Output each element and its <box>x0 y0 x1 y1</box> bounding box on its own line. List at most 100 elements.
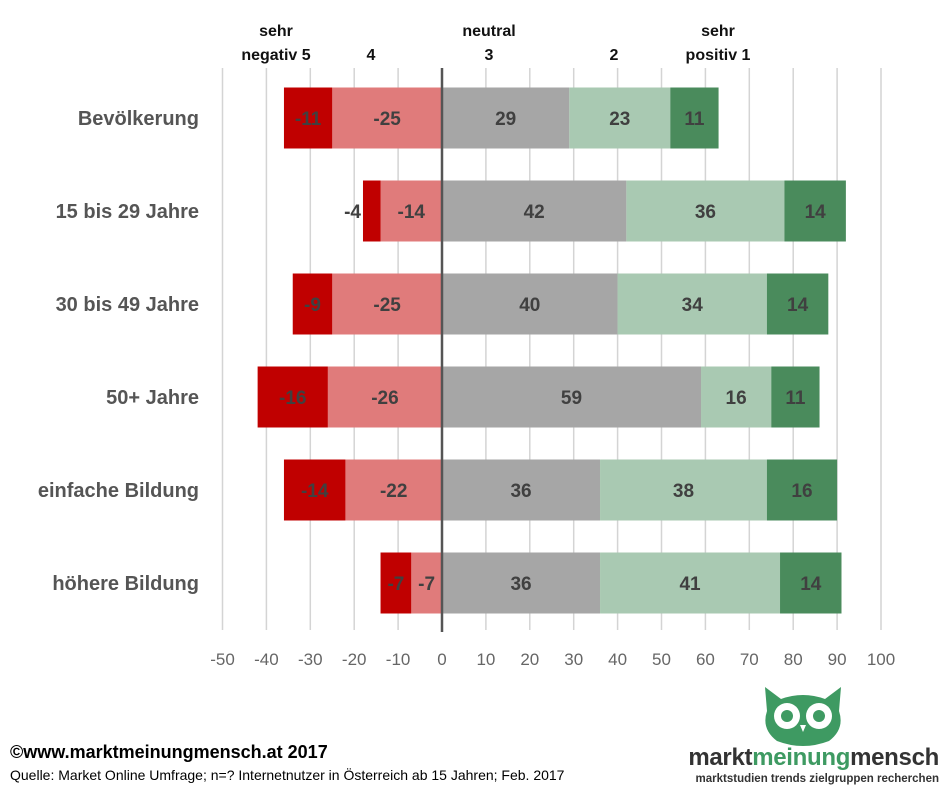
header-label-0-line-0: sehr <box>259 23 293 40</box>
bar-0-series-4 <box>670 87 719 149</box>
bar-5-series-0 <box>380 552 412 614</box>
brand-logo: marktmeinungmensch marktstudien trends z… <box>688 744 939 786</box>
bar-0-series-1 <box>332 87 442 149</box>
data-label-1-series-3: 36 <box>695 202 716 223</box>
bar-1-series-1 <box>380 180 442 242</box>
bar-2-series-1 <box>332 273 442 335</box>
category-label-5: höhere Bildung <box>52 573 199 595</box>
bar-4-series-1 <box>345 459 442 521</box>
copyright-text: ©www.marktmeinungmensch.at 2017 <box>10 742 328 762</box>
data-label-5-series-1: -7 <box>418 574 435 595</box>
x-tick-label-6: 10 <box>476 650 495 669</box>
x-tick-label-2: -30 <box>298 650 323 669</box>
bar-2-series-2 <box>442 273 618 335</box>
gridlines <box>221 68 882 630</box>
bars: -25 -11 29 23 11 -14 -4 42 36 14 -25 -9 40 34 14 -26 -16… <box>257 87 846 614</box>
x-tick-label-12: 70 <box>740 650 759 669</box>
data-label-3-series-0: -16 <box>279 388 306 409</box>
header-label-1-line-0: 4 <box>367 47 376 64</box>
bar-2-series-0 <box>292 273 333 335</box>
x-tick-label-0: -50 <box>210 650 235 669</box>
bar-3-series-0 <box>257 366 328 428</box>
x-tick-label-3: -20 <box>342 650 367 669</box>
bar-5-series-1 <box>411 552 442 614</box>
brand-name-right: mensch <box>850 744 939 771</box>
x-tick-label-15: 100 <box>867 650 895 669</box>
header-label-0-line-1: negativ 5 <box>241 47 310 64</box>
header-label-2-line-0: neutral <box>462 23 515 40</box>
bar-1-series-4 <box>784 180 846 242</box>
data-label-5-series-3: 41 <box>679 574 701 595</box>
bar-1-series-0 <box>362 180 381 242</box>
data-label-4-series-2: 36 <box>510 481 531 502</box>
header-label-4-line-1: positiv 1 <box>686 47 751 64</box>
x-tick-label-7: 20 <box>520 650 539 669</box>
data-label-1-series-1: -14 <box>398 202 426 223</box>
bar-2-series-4 <box>766 273 829 335</box>
x-tick-label-5: 0 <box>437 650 446 669</box>
column-headers: sehr negativ 5 4 neutral 3 2 sehr positiv 1 <box>241 23 750 64</box>
data-label-0-series-1: -25 <box>373 109 401 130</box>
data-label-1-series-0: -4 <box>344 202 361 223</box>
bar-4-series-2 <box>442 459 601 521</box>
data-label-3-series-2: 59 <box>561 388 582 409</box>
category-label-1: 15 bis 29 Jahre <box>56 201 199 223</box>
x-tick-label-8: 30 <box>564 650 583 669</box>
x-tick-label-4: -10 <box>386 650 411 669</box>
bar-4-series-3 <box>600 459 767 521</box>
data-label-3-series-1: -26 <box>371 388 398 409</box>
data-label-2-series-4: 14 <box>787 295 809 316</box>
category-labels: Bevölkerung 15 bis 29 Jahre 30 bis 49 Jahr… <box>38 108 199 595</box>
data-label-2-series-2: 40 <box>519 295 540 316</box>
data-label-2-series-3: 34 <box>682 295 704 316</box>
category-label-0: Bevölkerung <box>78 108 199 130</box>
data-label-4-series-1: -22 <box>380 481 407 502</box>
category-label-3: 50+ Jahre <box>106 387 199 409</box>
x-tick-label-14: 90 <box>828 650 847 669</box>
brand-tagline: marktstudien trends zielgruppen recherch… <box>695 773 939 785</box>
data-label-5-series-2: 36 <box>510 574 531 595</box>
bar-1-series-2 <box>442 180 627 242</box>
owl-logo-icon <box>765 687 841 746</box>
x-tick-labels: -50 -40 -30 -20 -10 0 10 20 30 40 50 60 70 80 90 100 <box>210 650 895 669</box>
bar-0-series-0 <box>283 87 333 149</box>
bar-0-series-2 <box>442 87 570 149</box>
bar-4-series-0 <box>283 459 346 521</box>
data-label-0-series-3: 23 <box>609 109 630 130</box>
x-tick-label-9: 40 <box>608 650 627 669</box>
data-label-0-series-0: -11 <box>295 109 322 130</box>
x-tick-label-11: 60 <box>696 650 715 669</box>
data-label-2-series-0: -9 <box>304 295 321 316</box>
data-label-4-series-0: -14 <box>301 481 329 502</box>
bar-3-series-1 <box>327 366 442 428</box>
bar-5-series-2 <box>442 552 601 614</box>
x-tick-label-13: 80 <box>784 650 803 669</box>
data-label-5-series-4: 14 <box>800 574 822 595</box>
header-label-2-line-1: 3 <box>485 47 494 64</box>
data-label-3-series-4: 11 <box>785 388 806 409</box>
data-label-4-series-4: 16 <box>791 481 812 502</box>
data-label-5-series-0: -7 <box>387 574 404 595</box>
bar-3-series-4 <box>771 366 820 428</box>
brand-name-mid: meinung <box>752 744 851 771</box>
x-tick-label-10: 50 <box>652 650 671 669</box>
bar-0-series-3 <box>569 87 671 149</box>
header-label-4-line-0: sehr <box>701 23 735 40</box>
data-label-1-series-4: 14 <box>805 202 827 223</box>
category-label-4: einfache Bildung <box>38 480 199 502</box>
data-label-0-series-2: 29 <box>495 109 516 130</box>
x-tick-label-1: -40 <box>254 650 279 669</box>
bar-5-series-3 <box>600 552 781 614</box>
header-label-3-line-0: 2 <box>610 47 619 64</box>
brand-name-left: markt <box>688 744 753 771</box>
data-label-3-series-3: 16 <box>726 388 747 409</box>
brand-name: marktmeinungmensch <box>688 744 939 772</box>
bar-4-series-4 <box>766 459 838 521</box>
data-label-0-series-4: 11 <box>684 109 705 130</box>
data-label-4-series-3: 38 <box>673 481 694 502</box>
bar-3-series-3 <box>701 366 772 428</box>
category-label-2: 30 bis 49 Jahre <box>56 294 199 316</box>
data-label-2-series-1: -25 <box>373 295 401 316</box>
chart: sehr negativ 5 4 neutral 3 2 sehr positiv 1 Bev… <box>38 23 895 669</box>
data-label-1-series-2: 42 <box>524 202 545 223</box>
